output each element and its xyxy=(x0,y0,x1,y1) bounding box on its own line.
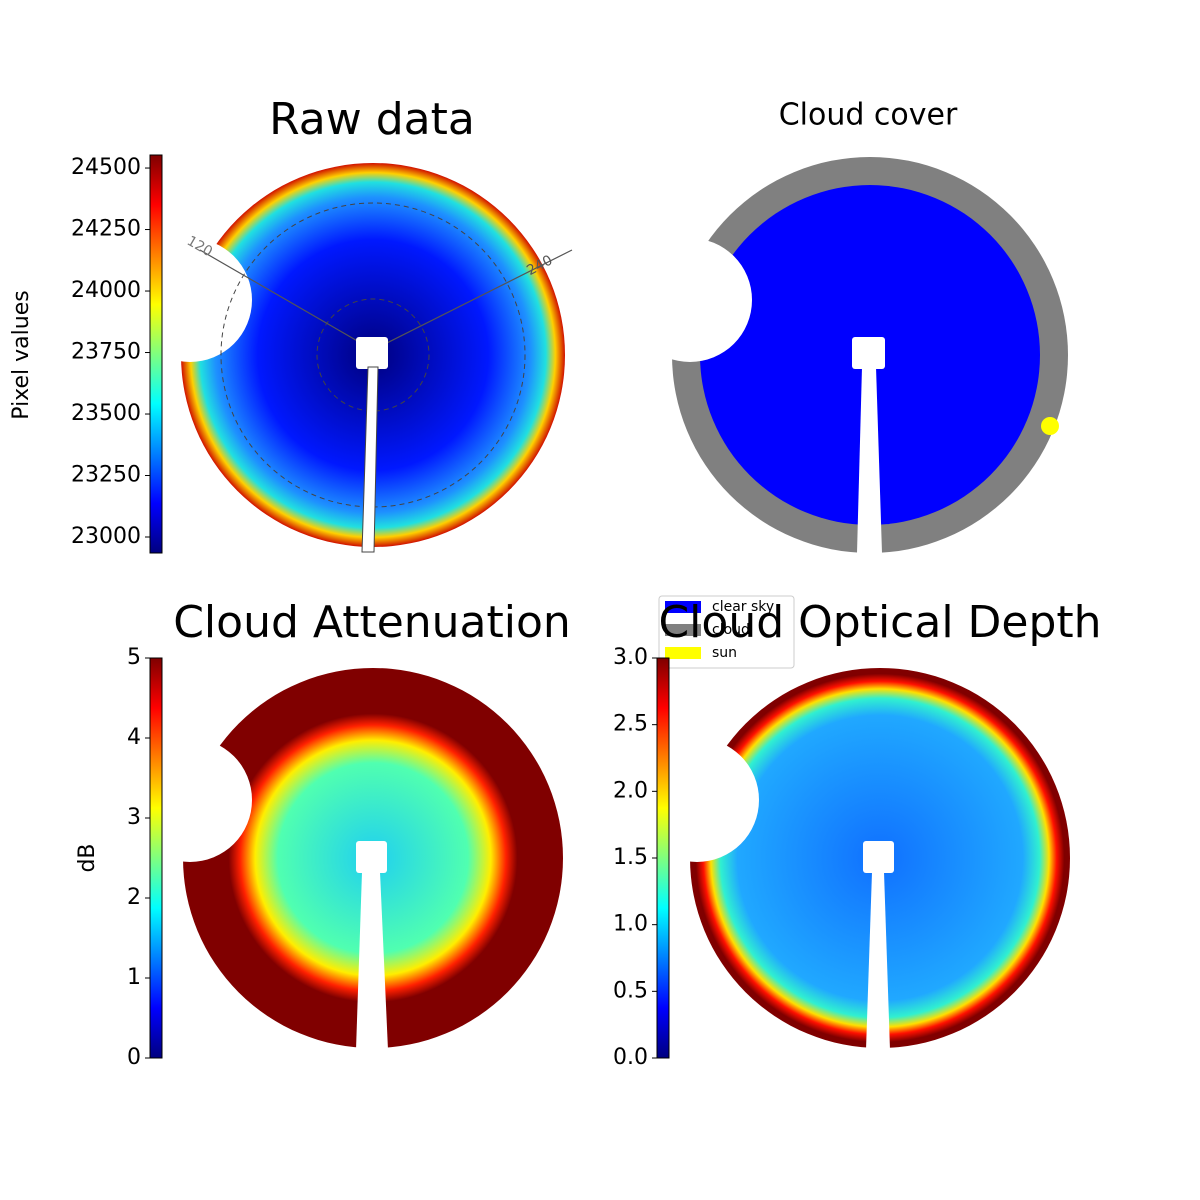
colorbar-tick-label: 4 xyxy=(127,725,141,750)
colorbar-tick-label: 0 xyxy=(127,1045,141,1070)
colorbar-tick-label: 2.5 xyxy=(613,712,648,737)
raw-image: 120 240 xyxy=(128,163,573,553)
colorbar-tick-label: 23000 xyxy=(71,524,141,549)
panel-title: Raw data xyxy=(269,94,475,145)
colorbar-tick-label: 23750 xyxy=(71,340,141,365)
legend-label: clear sky xyxy=(712,599,774,615)
colorbar-tick-label: 1 xyxy=(127,965,141,990)
panel-title: Cloud cover xyxy=(779,98,958,133)
colorbar-tick-label: 3 xyxy=(127,805,141,830)
colorbar-tick-label: 0.0 xyxy=(613,1045,648,1070)
colorbar-tick-label: 24000 xyxy=(71,278,141,303)
colorbar-tick-label: 23500 xyxy=(71,401,141,426)
colorbar xyxy=(149,154,163,554)
colorbar-tick-label: 3.0 xyxy=(613,645,648,670)
colorbar-tick-label: 1.0 xyxy=(613,912,648,937)
legend-label: sun xyxy=(712,645,737,661)
optical-depth-image xyxy=(635,668,1070,1050)
colorbar-tick-label: 2.0 xyxy=(613,778,648,803)
legend-swatch xyxy=(665,624,701,636)
cloud-cover-image xyxy=(628,157,1068,553)
colorbar-label: dB xyxy=(75,843,100,872)
panel-title: Cloud Optical Depth xyxy=(658,597,1101,648)
colorbar-tick-label: 2 xyxy=(127,885,141,910)
legend-swatch xyxy=(665,647,701,659)
legend: clear sky cloud sun xyxy=(658,595,795,669)
colorbar-tick-label: 1.5 xyxy=(613,845,648,870)
colorbar-tick-label: 5 xyxy=(127,645,141,670)
colorbar-tick-label: 24250 xyxy=(71,217,141,242)
attenuation-image xyxy=(128,668,563,1050)
legend-label: cloud xyxy=(712,622,750,638)
colorbar xyxy=(149,657,163,1059)
colorbar-label: Pixel values xyxy=(9,290,34,419)
colorbar-tick-label: 24500 xyxy=(71,155,141,180)
colorbar-tick-label: 23250 xyxy=(71,463,141,488)
colorbar-tick-label: 0.5 xyxy=(613,978,648,1003)
legend-swatch xyxy=(665,601,701,613)
panel-title: Cloud Attenuation xyxy=(173,597,571,648)
colorbar xyxy=(656,657,670,1059)
